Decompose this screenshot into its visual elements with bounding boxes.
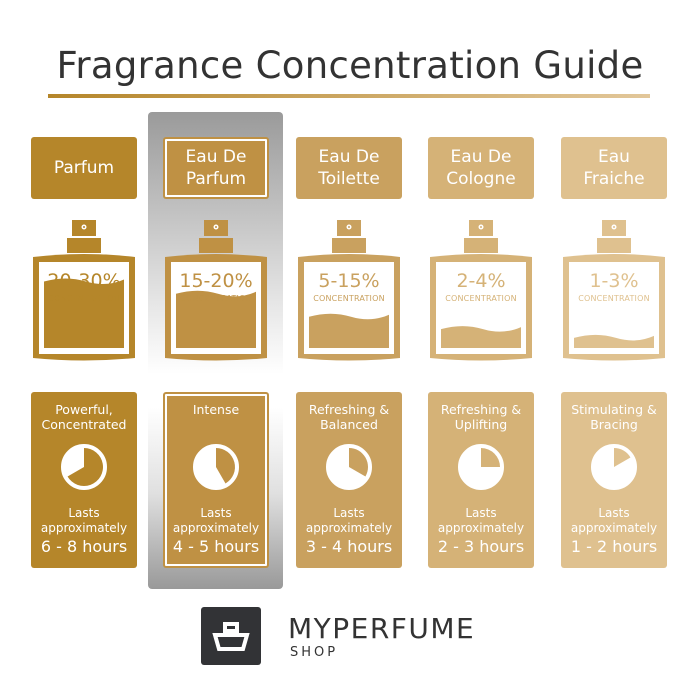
type-name-line1: Eau De <box>318 147 380 167</box>
description-line1: Intense <box>192 402 240 417</box>
description-line1: Refreshing & <box>440 402 522 417</box>
details-card: Refreshing & Balanced Lasts approximately … <box>296 392 402 568</box>
description-line1: Stimulating & <box>571 402 657 417</box>
lasts-line1: Lasts <box>200 506 232 520</box>
page-title: Fragrance Concentration Guide <box>56 44 644 87</box>
description-line1: Powerful, <box>55 402 113 417</box>
liquid-fill <box>176 290 256 348</box>
liquid-fill <box>441 326 521 348</box>
lasts-line1: Lasts <box>333 506 365 520</box>
lasts-line1: Lasts <box>598 506 630 520</box>
duration: 4 - 5 hours <box>172 537 260 556</box>
concentration-label: CONCENTRATION <box>180 294 252 303</box>
description: Refreshing & Balanced <box>296 402 402 432</box>
duration: 1 - 2 hours <box>570 537 658 556</box>
lasts-line2: approximately <box>437 521 525 535</box>
concentration-range: 5-15% <box>318 270 380 292</box>
details-card: Refreshing & Uplifting Lasts approximately… <box>428 392 534 568</box>
lasts-label: Lasts approximately <box>561 506 667 536</box>
duration: 6 - 8 hours <box>40 537 128 556</box>
type-name-line2: Toilette <box>318 169 380 189</box>
lasts-line2: approximately <box>40 521 128 535</box>
description-line2: Bracing <box>590 417 638 432</box>
concentration-label: CONCENTRATION <box>445 294 517 303</box>
lasts-line1: Lasts <box>68 506 100 520</box>
concentration-label: CONCENTRATION <box>578 294 650 303</box>
type-name-line1: Eau <box>598 147 630 167</box>
duration: 2 - 3 hours <box>437 537 525 556</box>
logo-icon <box>201 607 261 665</box>
type-name-line2: Cologne <box>446 169 516 189</box>
description-line2: Uplifting <box>454 417 508 432</box>
bottle-icon <box>430 220 532 361</box>
clock-pie-icon <box>326 444 372 490</box>
duration: 3 - 4 hours <box>305 537 393 556</box>
clock-pie-icon <box>591 444 637 490</box>
concentration-range: 20-30% <box>47 270 121 292</box>
column-4: Eau Fraiche 1-3% CONCENTRATION Stimulatin… <box>561 0 667 600</box>
type-name-line1: Eau De <box>185 147 247 167</box>
hours-wedge <box>67 448 104 486</box>
bottle-icon <box>165 220 267 361</box>
column-2: Eau De Toilette 5-15% CONCENTRATION Refre… <box>296 0 402 600</box>
type-name-line1: Eau De <box>450 147 512 167</box>
brand-sub: SHOP <box>290 645 339 660</box>
details-card: Powerful, Concentrated Lasts approximately… <box>31 392 137 568</box>
type-header: Parfum <box>31 137 137 199</box>
hours-wedge <box>614 448 631 467</box>
lasts-label: Lasts approximately <box>163 506 269 536</box>
bottle-icon <box>563 220 665 361</box>
bottle-icon <box>33 220 135 361</box>
lasts-line2: approximately <box>172 521 260 535</box>
type-name-line2: Parfum <box>185 169 247 189</box>
description-line2: Balanced <box>320 417 378 432</box>
type-header: Eau Fraiche <box>561 137 667 199</box>
liquid-fill <box>309 313 389 348</box>
description-line1: Refreshing & <box>308 402 390 417</box>
type-name-line2: Fraiche <box>583 169 645 189</box>
clock-pie-icon <box>61 444 107 490</box>
column-1: Eau De Parfum 15-20% CONCENTRATION Intens… <box>163 0 269 600</box>
concentration-range: 1-3% <box>589 270 639 292</box>
column-3: Eau De Cologne 2-4% CONCENTRATION Refresh… <box>428 0 534 600</box>
lasts-line1: Lasts <box>465 506 497 520</box>
concentration-range: 2-4% <box>456 270 506 292</box>
clock-pie-icon <box>193 444 239 490</box>
lasts-label: Lasts approximately <box>428 506 534 536</box>
lasts-line2: approximately <box>305 521 393 535</box>
concentration-label: CONCENTRATION <box>48 294 120 303</box>
liquid-fill <box>574 334 654 348</box>
lasts-label: Lasts approximately <box>31 506 137 536</box>
type-header: Eau De Toilette <box>296 137 402 199</box>
type-name-line1: Parfum <box>53 158 115 178</box>
description: Stimulating & Bracing <box>561 402 667 432</box>
hours-wedge <box>349 448 368 477</box>
details-card: Stimulating & Bracing Lasts approximately … <box>561 392 667 568</box>
column-0: Parfum 20-30% CONCENTRATION Powerful, Con… <box>31 0 137 600</box>
liquid-fill <box>44 278 124 348</box>
hours-wedge <box>216 448 235 484</box>
type-header: Eau De Parfum <box>163 137 269 199</box>
clock-pie-icon <box>458 444 504 490</box>
lasts-label: Lasts approximately <box>296 506 402 536</box>
description-line2: Concentrated <box>41 417 127 432</box>
type-header: Eau De Cologne <box>428 137 534 199</box>
description: Powerful, Concentrated <box>31 402 137 432</box>
lasts-line2: approximately <box>570 521 658 535</box>
bottle-icon <box>298 220 400 361</box>
description: Intense <box>163 402 269 417</box>
details-card: Intense Lasts approximately 4 - 5 hours <box>163 392 269 568</box>
hours-wedge <box>481 448 500 467</box>
title-underline <box>48 94 650 98</box>
description: Refreshing & Uplifting <box>428 402 534 432</box>
concentration-label: CONCENTRATION <box>313 294 385 303</box>
concentration-range: 15-20% <box>179 270 253 292</box>
brand-name: MYPERFUME <box>288 612 476 645</box>
